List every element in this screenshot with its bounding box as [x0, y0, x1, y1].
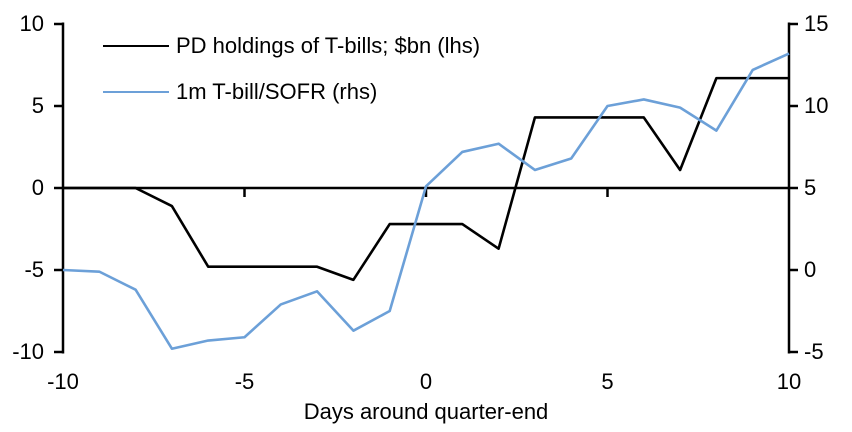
- left-axis-tick-label: 0: [31, 175, 44, 200]
- right-axis-tick-label: 15: [804, 11, 829, 36]
- right-axis-tick-label: 5: [804, 175, 817, 200]
- blue-line-sample-icon: [103, 91, 169, 94]
- left-axis-tick-label: 10: [19, 11, 44, 36]
- right-axis-tick-label: 10: [804, 93, 829, 118]
- left-axis-tick-label: 5: [31, 93, 44, 118]
- right-axis-tick-label: 0: [804, 257, 817, 282]
- x-axis-tick-label: 0: [419, 369, 433, 394]
- black-line-sample-icon: [103, 45, 169, 48]
- series-line-1: [62, 52, 790, 351]
- x-axis-tick-label: 10: [776, 369, 802, 394]
- legend: PD holdings of T-bills; $bn (lhs) 1m T-b…: [103, 33, 481, 105]
- series-line-0: [63, 76, 789, 282]
- x-axis-tick-label: -5: [234, 369, 255, 394]
- legend-label-tbill-sofr: 1m T-bill/SOFR (rhs): [176, 79, 378, 105]
- x-axis-title: Days around quarter-end: [303, 399, 549, 424]
- legend-item-pd-holdings: PD holdings of T-bills; $bn (lhs): [103, 33, 481, 58]
- left-axis-tick-label: -10: [12, 339, 44, 364]
- legend-label-pd-holdings: PD holdings of T-bills; $bn (lhs): [176, 33, 481, 58]
- x-axis-tick-label: -10: [47, 369, 79, 394]
- legend-item-tbill-sofr: 1m T-bill/SOFR (rhs): [103, 79, 480, 105]
- right-axis-tick-label: -5: [804, 339, 824, 364]
- x-axis-tick-label: 5: [601, 369, 614, 394]
- left-axis-tick-label: -5: [24, 257, 44, 282]
